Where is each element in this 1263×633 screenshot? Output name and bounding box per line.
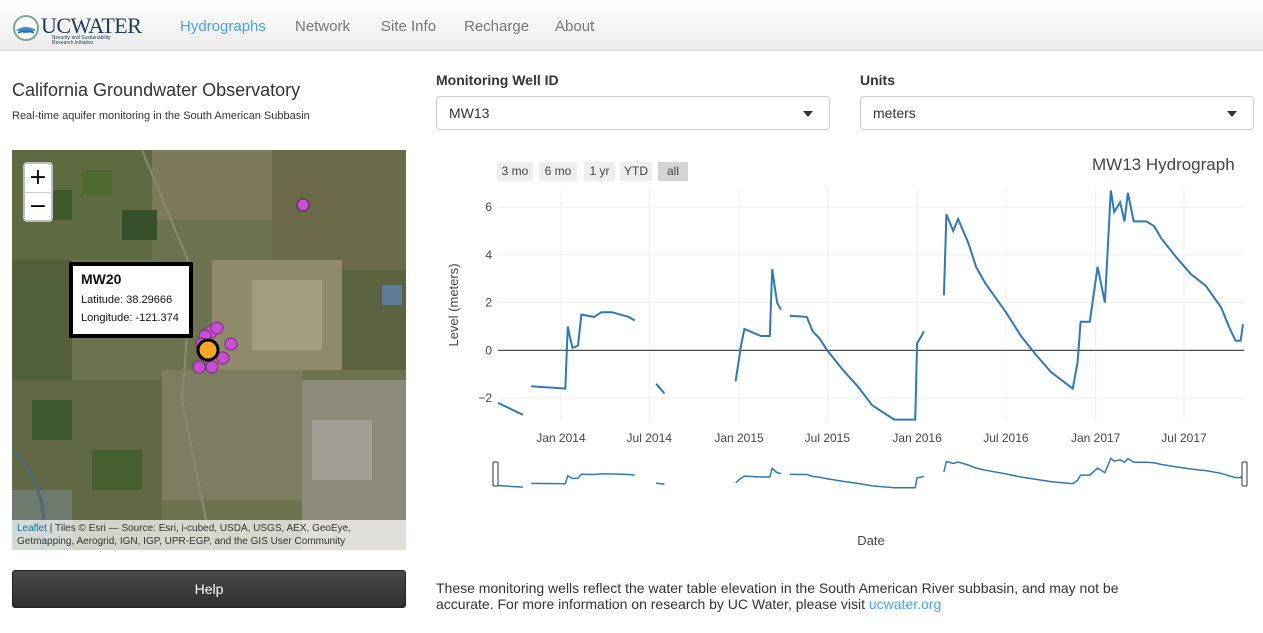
units-label: Units: [860, 72, 895, 88]
footer-body: These monitoring wells reflect the water…: [436, 580, 1119, 612]
navbar: UCWATER Security and Sustainability Rese…: [0, 0, 1263, 51]
nav-recharge[interactable]: Recharge: [464, 18, 530, 35]
range-slider-line: [735, 467, 782, 484]
y-tick-label: −2: [478, 391, 492, 405]
x-tick-label: Jan 2015: [714, 431, 764, 445]
range-1yr-button[interactable]: 1 yr: [584, 162, 615, 181]
y-tick-label: 4: [485, 248, 492, 262]
x-tick-label: Jan 2014: [536, 431, 586, 445]
range-slider-line: [943, 457, 1244, 485]
range-slider-line: [789, 473, 925, 489]
well-marker-group[interactable]: [192, 198, 310, 374]
well-marker: [210, 321, 224, 335]
well-marker: [192, 360, 206, 374]
chevron-down-icon: [1227, 111, 1237, 117]
well-popup: MW20 Latitude: 38.29666 Longitude: -121.…: [69, 262, 193, 338]
range-slider-line: [655, 482, 665, 486]
range-slider-line: [497, 484, 523, 488]
chart-title: MW13 Hydrograph: [1092, 155, 1235, 174]
logo-text: UCWATER: [41, 13, 142, 38]
logo-subtitle: Security and Sustainability Research Ini…: [52, 35, 111, 46]
x-tick-label: Jul 2016: [983, 431, 1029, 445]
well-marker: [296, 198, 310, 212]
nav-hydrographs[interactable]: Hydrographs: [180, 18, 266, 35]
leaflet-link[interactable]: Leaflet: [17, 523, 48, 534]
range-slider-right-handle[interactable]: [1241, 461, 1248, 487]
help-button[interactable]: Help: [12, 570, 406, 608]
well-id-label: Monitoring Well ID: [436, 72, 559, 88]
range-ytd-button[interactable]: YTD: [620, 162, 652, 181]
nav-site-info[interactable]: Site Info: [381, 18, 437, 35]
range-slider-line: [531, 473, 635, 485]
ucwater-logo[interactable]: UCWATER Security and Sustainability Rese…: [12, 10, 142, 46]
range-6mo-button[interactable]: 6 mo: [539, 162, 577, 181]
well-markers: [192, 198, 310, 374]
series-line-segment: [655, 383, 666, 394]
series-line-segment: [942, 190, 1244, 391]
series-line-segment: [734, 269, 782, 382]
well-map[interactable]: + − MW20 Latitude: 38.29666 Longitude: -…: [12, 150, 406, 550]
range-slider-left-handle[interactable]: [492, 461, 499, 487]
footer-text: These monitoring wells reflect the water…: [436, 580, 1156, 612]
well-marker: [216, 351, 230, 365]
units-value: meters: [873, 105, 916, 121]
series-line-segment: [789, 314, 925, 421]
selected-well-marker: [196, 338, 220, 362]
zoom-in-button[interactable]: +: [28, 165, 48, 190]
x-tick-label: Jan 2017: [1071, 431, 1121, 445]
x-axis-label: Date: [857, 533, 884, 548]
x-tick-label: Jul 2017: [1161, 431, 1207, 445]
page-title: California Groundwater Observatory: [12, 80, 301, 100]
y-axis-label: Level (meters): [446, 263, 461, 346]
nav-network[interactable]: Network: [295, 18, 351, 35]
units-select[interactable]: meters: [860, 96, 1254, 130]
attribution-text: | Tiles © Esri — Source: Esri, i-cubed, …: [17, 523, 351, 547]
well-marker: [205, 360, 219, 374]
x-tick-label: Jul 2014: [627, 431, 673, 445]
ucwater-link[interactable]: ucwater.org: [868, 596, 942, 612]
y-tick-label: 6: [485, 200, 492, 214]
series-line-segment: [497, 401, 524, 416]
popup-latitude: Latitude: 38.29666: [81, 294, 173, 306]
popup-title: MW20: [81, 271, 122, 287]
well-marker: [224, 337, 238, 351]
chevron-down-icon: [803, 111, 813, 117]
map-attribution: Leaflet | Tiles © Esri — Source: Esri, i…: [12, 520, 406, 550]
water-drop-logo-icon: [13, 15, 39, 41]
hydrograph-chart[interactable]: −2 0 2 4 6 Jan 2014 Jul 2014 Jan 2015 Jul 2015 Ja…: [436, 180, 1263, 600]
series-line-segment: [531, 311, 636, 390]
y-tick-label: 0: [485, 343, 492, 357]
nav-about[interactable]: About: [555, 18, 595, 35]
popup-longitude: Longitude: -121.374: [81, 312, 179, 324]
x-tick-label: Jan 2016: [892, 431, 942, 445]
well-id-select[interactable]: MW13: [436, 96, 830, 130]
zoom-control: + −: [23, 162, 53, 222]
satellite-imagery: [12, 150, 406, 550]
zoom-out-button[interactable]: −: [25, 192, 51, 220]
page-subtitle: Real-time aquifer monitoring in the Sout…: [12, 110, 310, 122]
range-all-button[interactable]: all: [658, 162, 688, 181]
range-3mo-button[interactable]: 3 mo: [497, 162, 533, 181]
y-tick-label: 2: [485, 296, 492, 310]
well-id-value: MW13: [449, 105, 490, 121]
x-tick-label: Jul 2015: [805, 431, 851, 445]
